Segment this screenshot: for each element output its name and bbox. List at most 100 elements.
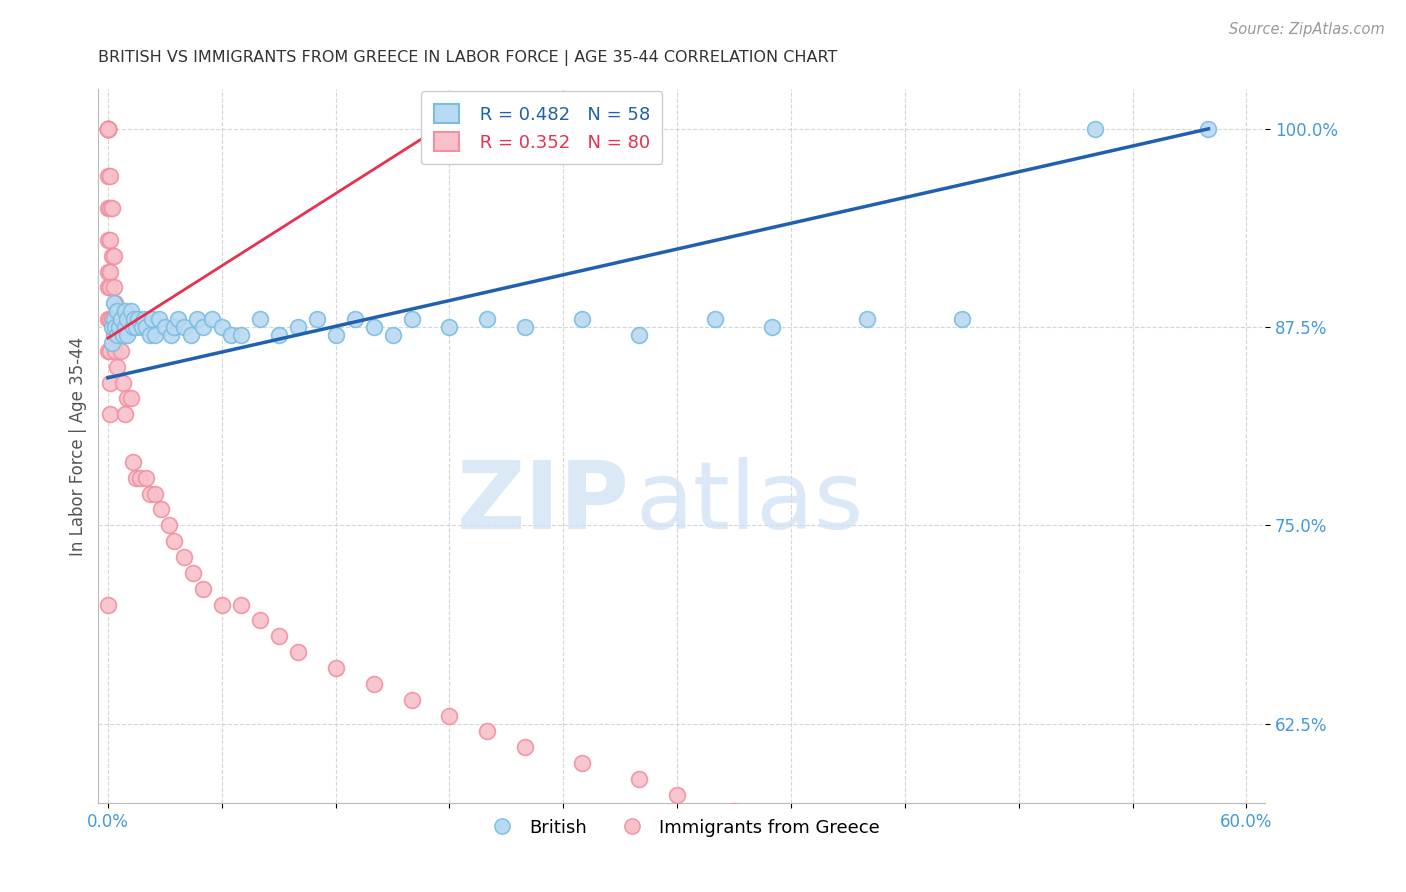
Point <box>325 661 347 675</box>
Point <box>163 320 186 334</box>
Point <box>98 264 121 278</box>
Point <box>97 121 120 136</box>
Point <box>186 312 208 326</box>
Point <box>153 320 176 334</box>
Point <box>201 312 224 326</box>
Point <box>515 320 537 334</box>
Point <box>97 169 120 184</box>
Point <box>143 328 166 343</box>
Point <box>381 328 404 343</box>
Point <box>159 328 181 343</box>
Point <box>100 249 122 263</box>
Point <box>97 598 120 612</box>
Point <box>287 645 309 659</box>
Point <box>103 280 125 294</box>
Point <box>305 312 328 326</box>
Point <box>180 328 202 343</box>
Point <box>267 328 290 343</box>
Point <box>666 788 689 802</box>
Point <box>1008 867 1031 881</box>
Point <box>120 304 142 318</box>
Point <box>325 328 347 343</box>
Point <box>761 320 783 334</box>
Point <box>103 328 125 343</box>
Point <box>439 708 461 723</box>
Text: atlas: atlas <box>636 457 863 549</box>
Point <box>100 335 122 350</box>
Point <box>97 121 120 136</box>
Point <box>343 312 366 326</box>
Point <box>167 312 190 326</box>
Point <box>110 312 132 326</box>
Point <box>135 320 157 334</box>
Point <box>98 343 121 358</box>
Point <box>401 312 423 326</box>
Point <box>950 312 973 326</box>
Point <box>932 851 955 865</box>
Point <box>100 201 122 215</box>
Point <box>249 614 271 628</box>
Point <box>1198 121 1220 136</box>
Y-axis label: In Labor Force | Age 35-44: In Labor Force | Age 35-44 <box>69 336 87 556</box>
Point <box>191 582 214 596</box>
Point <box>571 756 593 771</box>
Point <box>704 312 727 326</box>
Point <box>287 320 309 334</box>
Point <box>148 312 170 326</box>
Point <box>211 598 233 612</box>
Point <box>104 296 127 310</box>
Point <box>105 304 128 318</box>
Point <box>114 304 136 318</box>
Point <box>173 320 195 334</box>
Point <box>135 471 157 485</box>
Point <box>723 804 745 818</box>
Point <box>125 320 148 334</box>
Point <box>100 312 122 326</box>
Text: Source: ZipAtlas.com: Source: ZipAtlas.com <box>1229 22 1385 37</box>
Point <box>97 233 120 247</box>
Point <box>163 534 186 549</box>
Point <box>401 692 423 706</box>
Point <box>628 772 651 786</box>
Point <box>143 486 166 500</box>
Point <box>112 328 135 343</box>
Point <box>211 320 233 334</box>
Point <box>856 312 879 326</box>
Point <box>571 312 593 326</box>
Point <box>108 320 131 334</box>
Point <box>97 121 120 136</box>
Point <box>363 677 385 691</box>
Text: BRITISH VS IMMIGRANTS FROM GREECE IN LABOR FORCE | AGE 35-44 CORRELATION CHART: BRITISH VS IMMIGRANTS FROM GREECE IN LAB… <box>98 50 838 66</box>
Point <box>98 233 121 247</box>
Point <box>856 835 879 849</box>
Point <box>132 312 155 326</box>
Point <box>97 312 120 326</box>
Point <box>121 455 143 469</box>
Point <box>97 343 120 358</box>
Point <box>97 121 120 136</box>
Point <box>127 312 149 326</box>
Point <box>181 566 204 580</box>
Point <box>110 343 132 358</box>
Point <box>229 598 252 612</box>
Point <box>97 264 120 278</box>
Point <box>780 820 803 834</box>
Point <box>249 312 271 326</box>
Point <box>108 328 131 343</box>
Point <box>114 407 136 421</box>
Point <box>191 320 214 334</box>
Point <box>98 407 121 421</box>
Point <box>125 471 148 485</box>
Point <box>105 328 128 343</box>
Point <box>103 296 125 310</box>
Point <box>1084 121 1107 136</box>
Point <box>97 121 120 136</box>
Point <box>138 486 160 500</box>
Point <box>120 392 142 406</box>
Point <box>267 629 290 643</box>
Point <box>157 518 180 533</box>
Point <box>103 312 125 326</box>
Point <box>138 328 160 343</box>
Point <box>115 392 138 406</box>
Point <box>150 502 173 516</box>
